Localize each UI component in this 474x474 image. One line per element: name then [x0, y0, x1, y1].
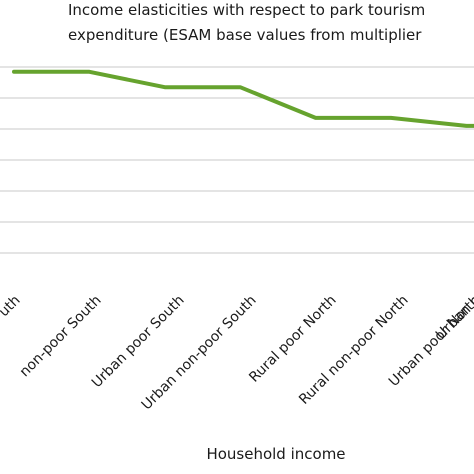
series-group [12, 69, 474, 128]
chart-title-line-2: expenditure (ESAM base values from multi… [68, 26, 422, 44]
gridlines [0, 66, 474, 254]
chart-title-line-1: Income elasticities with respect to park… [68, 1, 425, 19]
x-axis-title: Household income [206, 445, 345, 463]
series-line [12, 69, 474, 128]
x-tick-label: Urban n [433, 292, 474, 343]
x-tick-label: uth [0, 292, 24, 320]
x-tick-label: non-poor South [17, 292, 105, 380]
